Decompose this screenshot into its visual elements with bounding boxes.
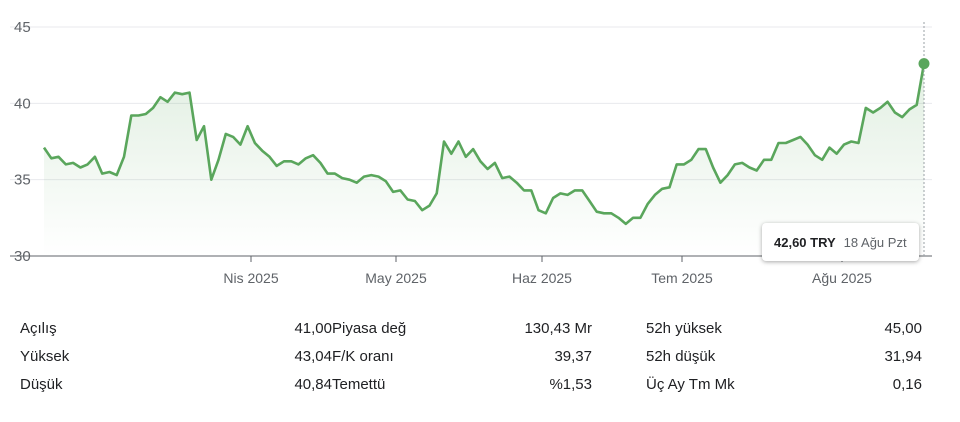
y-tick-label: 30 — [14, 248, 31, 265]
stat-label: Temettü — [332, 375, 386, 393]
stat-label: F/K oranı — [332, 347, 394, 365]
x-tick-label: May 2025 — [365, 270, 427, 286]
stats-row: Açılış 41,00 Piyasa değ 130,43 Mr 52h yü… — [20, 314, 940, 342]
stats-row: Yüksek 43,04 F/K oranı 39,37 52h düşük 3… — [20, 342, 940, 370]
y-axis: 45 40 35 30 — [14, 19, 31, 265]
stat-label: Üç Ay Tm Mk — [646, 375, 735, 393]
stat-label: 52h düşük — [646, 347, 716, 365]
y-tick-label: 35 — [14, 172, 31, 189]
stat-value: 45,00 — [884, 319, 922, 337]
price-line — [42, 63, 926, 226]
stat-label: Yüksek — [20, 347, 70, 365]
stat-value: 0,16 — [892, 375, 922, 393]
tooltip-price: 42,60 TRY — [774, 234, 836, 250]
stat-value: 31,94 — [884, 347, 922, 365]
stat-value: %1,53 — [549, 375, 592, 393]
stat-label: Düşük — [20, 375, 63, 393]
stats-table: Açılış 41,00 Piyasa değ 130,43 Mr 52h yü… — [20, 314, 940, 398]
stat-value: 43,04 — [294, 347, 332, 365]
stat-value: 39,37 — [554, 347, 592, 365]
x-tick-label: Ağu 2025 — [812, 270, 872, 286]
stat-label: 52h yüksek — [646, 319, 722, 337]
x-axis: Nis 2025 May 2025 Haz 2025 Tem 2025 Ağu 2025 — [223, 256, 872, 286]
stat-label: Açılış — [20, 319, 57, 337]
x-tick-label: Haz 2025 — [512, 270, 572, 286]
x-tick-label: Tem 2025 — [651, 270, 713, 286]
stat-value: 40,84 — [294, 375, 332, 393]
stat-value: 130,43 Mr — [524, 319, 592, 337]
y-tick-label: 40 — [14, 95, 31, 112]
price-tooltip: 42,60 TRY 18 Ağu Pzt — [762, 223, 919, 261]
price-chart[interactable]: 45 40 35 30 Nis 2025 May 2025 Haz 2025 Tem 202… — [0, 0, 960, 300]
last-point-marker — [918, 58, 930, 70]
stat-value: 41,00 — [294, 319, 332, 337]
y-tick-label: 45 — [14, 19, 31, 36]
stat-label: Piyasa değ — [332, 319, 407, 337]
x-tick-label: Nis 2025 — [223, 270, 278, 286]
tooltip-date: 18 Ağu Pzt — [843, 234, 907, 250]
price-area — [44, 63, 924, 256]
stats-row: Düşük 40,84 Temettü %1,53 Üç Ay Tm Mk 0,… — [20, 370, 940, 398]
